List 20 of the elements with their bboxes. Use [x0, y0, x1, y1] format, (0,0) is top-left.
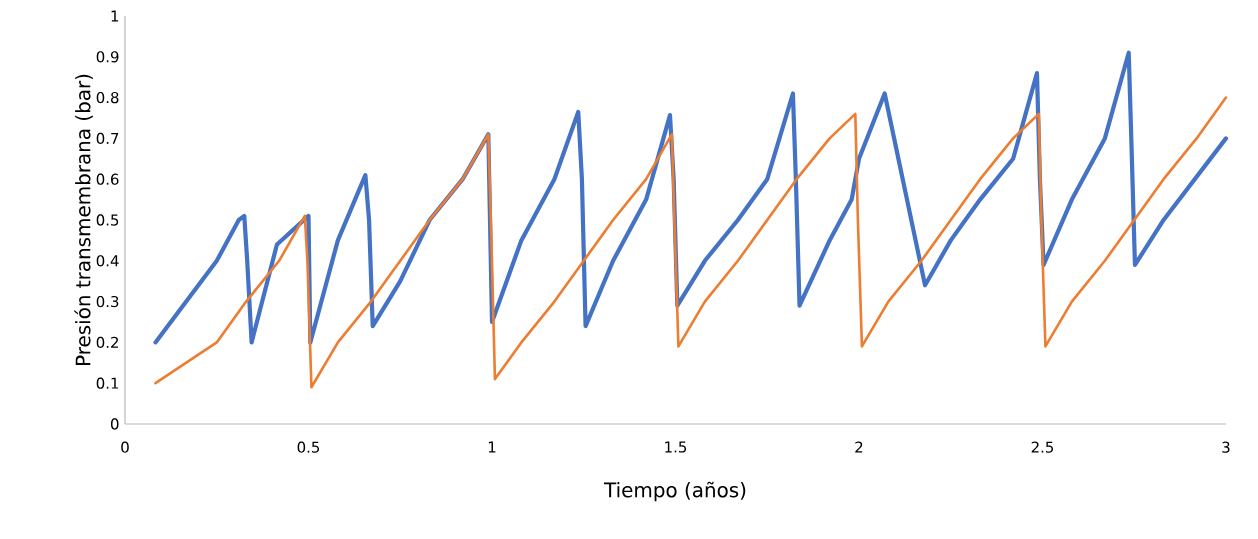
y-tick-label: 0 [110, 418, 119, 430]
x-tick-label: 3 [1222, 441, 1230, 453]
x-tick-label: 2.5 [1031, 441, 1054, 453]
y-tick-label: 0.7 [96, 132, 119, 145]
y-tick-label: 0.9 [96, 51, 119, 63]
y-axis-title: Presión transmembrana (bar) [74, 74, 93, 365]
y-tick-label: 0.6 [96, 173, 119, 185]
x-tick-label: 0.5 [297, 441, 320, 453]
y-tick-label: 0.1 [96, 377, 119, 389]
y-tick-label: 0.5 [96, 214, 119, 226]
y-tick-label: 0.2 [96, 336, 118, 349]
x-tick-label: 1 [488, 441, 496, 453]
x-tick-label: 1.5 [665, 441, 687, 453]
x-axis-title: Tiempo (años) [603, 481, 746, 502]
x-tick-label: 2 [855, 441, 863, 453]
y-tick-label: 0.8 [96, 91, 119, 104]
y-tick-label: 0.3 [96, 295, 119, 308]
x-tick-label: 0 [121, 441, 129, 453]
y-tick-label: 1 [111, 10, 119, 22]
y-tick-label: 0.4 [96, 255, 119, 267]
